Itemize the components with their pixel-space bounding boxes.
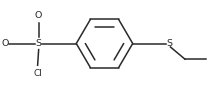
- Text: S: S: [36, 39, 42, 48]
- Text: Cl: Cl: [33, 69, 42, 78]
- Text: O: O: [35, 11, 42, 20]
- Text: O: O: [1, 39, 9, 48]
- Text: S: S: [166, 39, 172, 48]
